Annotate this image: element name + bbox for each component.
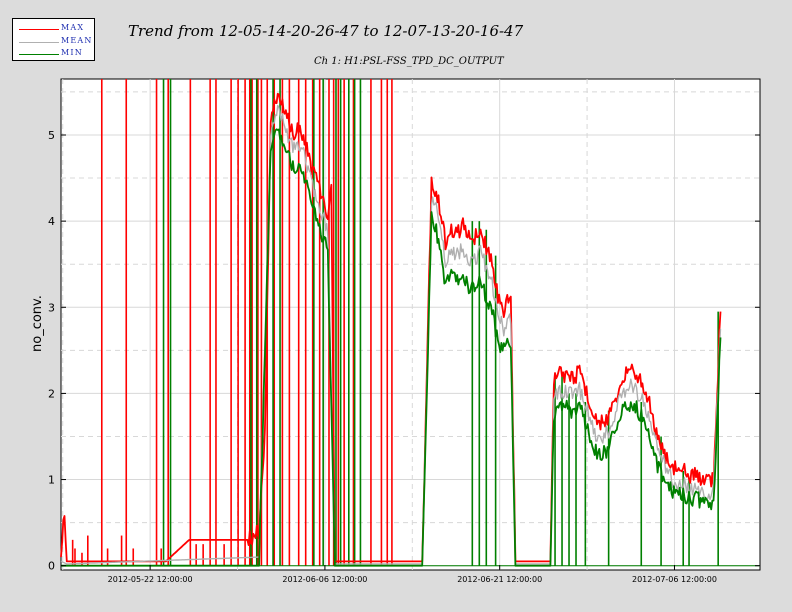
x-tick-label: 2012-06-06 12:00:00 (282, 575, 367, 584)
axis-layer: 0 1 2 3 4 5 2012-05-22 12:00:00 2012-06-06 12:0… (48, 129, 760, 584)
legend-item-min: MIN (13, 48, 96, 61)
legend-swatch-max (19, 29, 59, 30)
chart-title: Trend from 12-05-14-20-26-47 to 12-07-13… (128, 22, 524, 40)
y-tick-label: 3 (48, 301, 55, 314)
plot-background (60, 78, 761, 571)
legend-swatch-min (19, 54, 59, 55)
legend-label-mean: MEAN (61, 36, 93, 45)
legend: MAX MEAN MIN (12, 18, 95, 61)
x-tick-label: 2012-05-22 12:00:00 (108, 575, 193, 584)
x-tick-label: 2012-06-21 12:00:00 (457, 575, 542, 584)
y-tick-label: 1 (48, 474, 55, 487)
legend-label-min: MIN (61, 48, 83, 57)
y-tick-label: 0 (48, 560, 55, 573)
legend-item-mean: MEAN (13, 36, 96, 49)
y-tick-label: 4 (48, 215, 55, 228)
legend-swatch-mean (19, 42, 59, 43)
chart-subtitle: Ch 1: H1:PSL-FSS_TPD_DC_OUTPUT (314, 56, 504, 67)
legend-label-max: MAX (61, 23, 85, 32)
series-layer (60, 79, 760, 567)
series-line-mean (60, 104, 722, 565)
y-tick-label: 2 (48, 387, 55, 400)
legend-item-max: MAX (13, 23, 96, 36)
series-line-max (60, 92, 722, 563)
y-tick-label: 5 (48, 129, 55, 142)
x-tick-label: 2012-07-06 12:00:00 (632, 575, 717, 584)
